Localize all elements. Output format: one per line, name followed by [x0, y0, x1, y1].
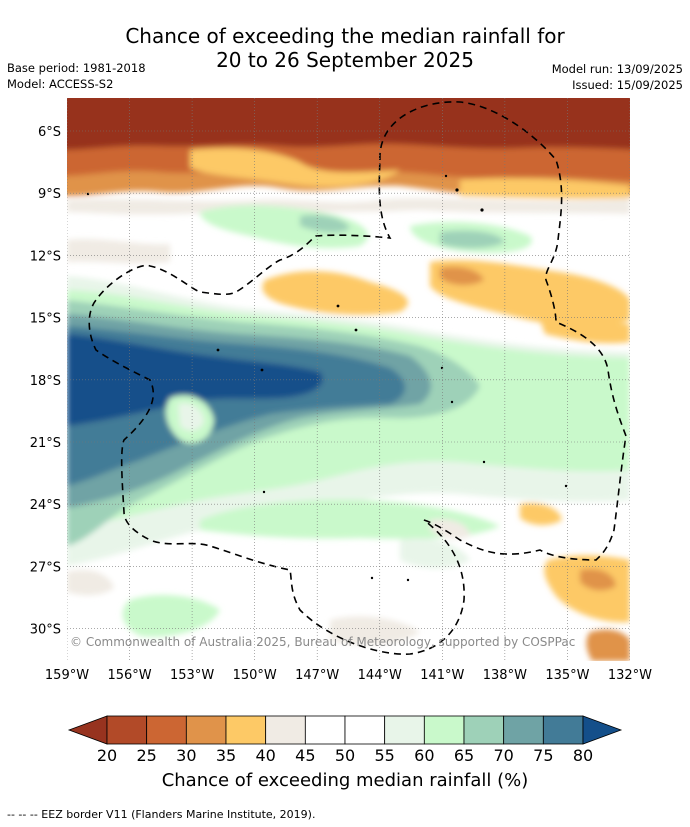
lon-tick-label: 156°W [107, 668, 151, 683]
colorbar-tick-label: 25 [136, 746, 156, 765]
colorbar-swatch [503, 715, 544, 745]
lon-tick-label: 132°W [608, 668, 652, 683]
colorbar-swatch [423, 715, 465, 745]
copyright-notice: © Commonwealth of Australia 2025, Bureau… [70, 635, 575, 649]
lat-tick-label: 15°S [30, 312, 61, 327]
lat-tick-label: 30°S [30, 623, 61, 638]
metadata-right: Model run: 13/09/2025 Issued: 15/09/2025 [552, 61, 683, 93]
title-line-2: 20 to 26 September 2025 [216, 48, 474, 72]
colorbar-tick-label: 55 [374, 746, 394, 765]
colorbar-tick-label: 70 [493, 746, 513, 765]
colorbar-swatch [463, 715, 505, 745]
colorbar-low-arrow [67, 715, 108, 745]
eez-border [88, 101, 627, 655]
colorbar-tick-label: 30 [176, 746, 196, 765]
model-name: Model: ACCESS-S2 [7, 77, 114, 91]
lat-tick-label: 21°S [30, 436, 61, 451]
lat-tick-label: 9°S [38, 187, 61, 202]
colorbar-swatch [225, 715, 267, 745]
lat-tick-label: 24°S [30, 498, 61, 513]
colorbar-tick-label: 45 [295, 746, 315, 765]
issued-date: Issued: 15/09/2025 [572, 78, 683, 92]
colorbar-tick-label: 75 [533, 746, 553, 765]
colorbar: 20 25 30 35 40 45 50 55 60 65 70 75 80 [67, 715, 623, 765]
colorbar-tick-label: 80 [573, 746, 593, 765]
lon-tick-label: 138°W [483, 668, 527, 683]
islands [86, 174, 568, 582]
latitude-labels: 6°S 9°S 12°S 15°S 18°S 21°S 24°S 27°S 30°S [30, 125, 61, 638]
colorbar-tick-label: 65 [454, 746, 474, 765]
metadata-left: Base period: 1981-2018 Model: ACCESS-S2 [7, 60, 146, 92]
lon-tick-label: 159°W [45, 668, 89, 683]
colorbar-tick-label: 50 [335, 746, 355, 765]
colorbar-tick-label: 60 [414, 746, 434, 765]
lon-tick-label: 135°W [545, 668, 589, 683]
colorbar-high-arrow [582, 715, 623, 745]
eez-footnote: -- -- -- EEZ border V11 (Flanders Marine… [7, 808, 316, 821]
gridlines [67, 98, 630, 661]
colorbar-swatch [542, 715, 584, 745]
lat-tick-label: 27°S [30, 560, 61, 575]
colorbar-tick-label: 35 [216, 746, 236, 765]
rainfall-shading [67, 98, 630, 661]
colorbar-title: Chance of exceeding median rainfall (%) [161, 770, 529, 791]
colorbar-swatch [265, 715, 306, 745]
lat-tick-label: 12°S [30, 249, 61, 264]
lat-tick-label: 6°S [38, 125, 61, 140]
colorbar-swatch [146, 715, 187, 745]
lon-tick-label: 144°W [358, 668, 402, 683]
colorbar-swatch [384, 715, 425, 745]
colorbar-tick-label: 40 [255, 746, 275, 765]
longitude-labels: 159°W 156°W 153°W 150°W 147°W 144°W 141°W 138°W… [45, 668, 652, 683]
base-period: Base period: 1981-2018 [7, 61, 146, 75]
title-line-1: Chance of exceeding the median rainfall … [125, 24, 565, 48]
colorbar-tick-label: 20 [97, 746, 117, 765]
colorbar-swatch [344, 715, 386, 745]
lon-tick-label: 153°W [170, 668, 214, 683]
colorbar-swatch [304, 715, 346, 745]
lon-tick-label: 141°W [420, 668, 464, 683]
lon-tick-label: 150°W [233, 668, 277, 683]
rainfall-map: © Commonwealth of Australia 2025, Bureau… [67, 98, 630, 661]
chart-title: Chance of exceeding the median rainfall … [0, 24, 690, 72]
colorbar-swatch [106, 715, 148, 745]
lat-tick-label: 18°S [30, 374, 61, 389]
lon-tick-label: 147°W [295, 668, 339, 683]
colorbar-swatch [185, 715, 227, 745]
model-run: Model run: 13/09/2025 [551, 62, 683, 76]
